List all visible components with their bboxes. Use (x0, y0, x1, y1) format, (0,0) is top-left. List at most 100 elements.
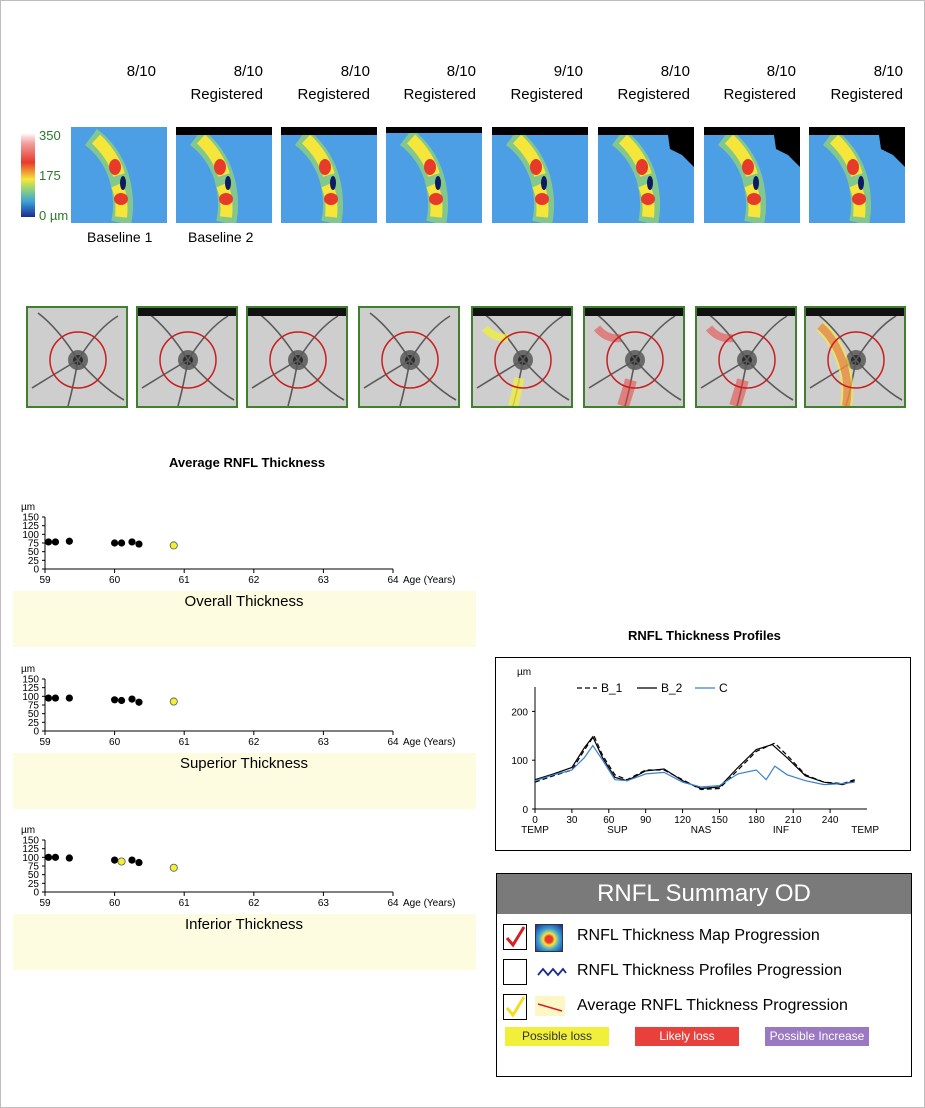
overall-ytick: 75 (28, 539, 40, 550)
profiles-chart-frame (495, 657, 911, 851)
thickness-map-7 (704, 127, 800, 223)
overall-ytick: 0 (33, 565, 39, 576)
inferior-trend-band (13, 914, 476, 970)
legend-possible-increase: Possible Increase (765, 1027, 869, 1046)
scan-date-7: 8/10 (766, 63, 796, 80)
fundus-image-8 (804, 306, 906, 408)
superior-ytick: 125 (22, 683, 39, 694)
superior-ytick: 25 (28, 718, 40, 729)
overall-ytick: 50 (28, 547, 40, 558)
map-progression-label: RNFL Thickness Map Progression (577, 927, 820, 944)
profiles-xtick: 180 (748, 815, 765, 826)
average-progression-label: Average RNFL Thickness Progression (577, 997, 848, 1014)
inferior-ytick: 125 (22, 844, 39, 855)
inferior-xtick: 61 (179, 898, 191, 909)
inferior-ytick: 150 (22, 836, 39, 847)
summary-row-average: Average RNFL Thickness Progression (503, 994, 903, 1024)
superior-thickness-title: Superior Thickness (179, 755, 309, 772)
inferior-point (65, 854, 73, 862)
thickness-colorbar (21, 133, 35, 217)
overall-point (117, 539, 126, 547)
inferior-xtick: 60 (109, 898, 121, 909)
superior-xtick: 63 (318, 737, 330, 748)
overall-yellow-point (169, 541, 178, 550)
inferior-ytick: 75 (28, 862, 40, 873)
profiles-plot: µm 200 100 00 30 60 90 120 150 180 210 240 TEMP SUP NA… (511, 667, 879, 836)
profiles-ytick: 0 (522, 805, 528, 816)
inferior-xtick: 59 (39, 898, 51, 909)
overall-xtick: 64 (387, 575, 399, 586)
rnfl-summary-box: RNFL Summary OD RNFL Thickness Map Progr… (496, 873, 912, 1077)
profile-legend-label: B_2 (661, 681, 683, 695)
superior-xtick: 64 (387, 737, 399, 748)
average-progression-checkbox (503, 994, 527, 1020)
profile-line-c (534, 744, 855, 788)
overall-xtick: 63 (318, 575, 330, 586)
registered-label-8: Registered (830, 86, 903, 103)
profiles-xtick: 30 (566, 815, 578, 826)
inferior-xlabel: Age (Years) (403, 898, 455, 909)
thickness-map-8 (809, 127, 905, 223)
fundus-image-4 (358, 306, 460, 408)
profile-line-b2 (534, 735, 855, 790)
profiles-region-label: NAS (691, 825, 712, 836)
fundus-image-6 (583, 306, 685, 408)
superior-ytick: 100 (22, 692, 39, 703)
profiles-ytick: 100 (511, 756, 528, 767)
superior-xtick: 60 (109, 737, 121, 748)
inferior-ytick: 100 (22, 853, 39, 864)
baseline-2-label: Baseline 2 (188, 229, 254, 245)
profile-legend-label: C (719, 681, 728, 695)
thickness-map-1 (71, 127, 167, 223)
overall-ytick: 100 (22, 530, 39, 541)
inferior-point (44, 853, 53, 861)
profiles-region-label: INF (773, 825, 789, 836)
legend-possible-loss: Possible loss (505, 1027, 609, 1046)
scan-date-6: 8/10 (660, 63, 690, 80)
scan-date-2: 8/10 (233, 63, 263, 80)
thickness-map-3 (281, 127, 377, 223)
scan-date-5: 9/10 (553, 63, 583, 80)
profiles-xtick: 150 (711, 815, 728, 826)
overall-point (111, 539, 119, 547)
profiles-xtick: 240 (822, 815, 839, 826)
inferior-ytick: 50 (28, 870, 40, 881)
fundus-image-3 (246, 306, 348, 408)
fundus-image-5 (471, 306, 573, 408)
profiles-region-label: TEMP (851, 825, 879, 836)
profiles-xtick: 0 (532, 815, 538, 826)
inferior-point (51, 853, 60, 861)
thickness-map-4 (386, 127, 482, 223)
profiles-ytick: 200 (511, 707, 528, 718)
wavy-line-icon (537, 967, 567, 977)
inferior-point (111, 856, 119, 864)
scan-date-3: 8/10 (340, 63, 370, 80)
overall-xtick: 62 (248, 575, 260, 586)
map-progression-checkbox (503, 924, 527, 950)
superior-point (128, 695, 136, 703)
overall-unit-label: µm (21, 502, 35, 513)
overall-point (44, 538, 53, 546)
inferior-point (135, 858, 143, 867)
overall-point (65, 537, 73, 545)
superior-trend-band (13, 753, 476, 809)
superior-point (111, 696, 119, 704)
overall-point (135, 540, 143, 548)
superior-xtick: 59 (39, 737, 51, 748)
superior-ytick: 50 (28, 709, 40, 720)
superior-point (44, 694, 53, 702)
superior-ytick: 75 (28, 701, 40, 712)
registered-label-4: Registered (403, 86, 476, 103)
superior-xlabel: Age (Years) (403, 737, 455, 748)
inferior-xtick: 63 (318, 898, 330, 909)
profile-legend-label: B_1 (601, 681, 623, 695)
thickness-map-icon (535, 924, 563, 952)
inferior-ytick: 0 (33, 888, 39, 899)
summary-title: RNFL Summary OD (497, 874, 911, 914)
superior-point (117, 696, 126, 705)
overall-ytick: 125 (22, 521, 39, 532)
profiles-progression-checkbox (503, 959, 527, 985)
